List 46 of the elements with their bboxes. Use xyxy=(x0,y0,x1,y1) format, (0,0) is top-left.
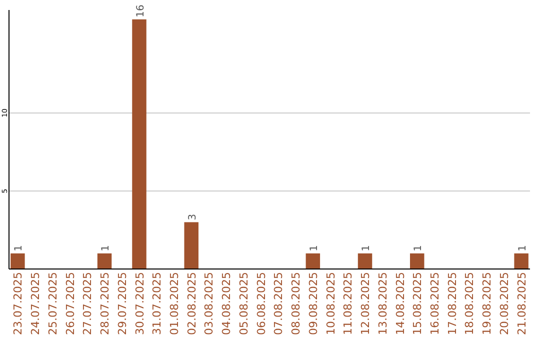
x-tick-label: 27.07.2025 xyxy=(81,272,94,335)
data-label: 1 xyxy=(14,245,25,252)
x-tick-label: 21.08.2025 xyxy=(515,272,528,335)
x-tick-label: 02.08.2025 xyxy=(185,272,198,335)
x-tick-label: 08.08.2025 xyxy=(290,272,303,335)
x-tick-label: 07.08.2025 xyxy=(272,272,286,335)
bar xyxy=(514,253,528,269)
data-label: 1 xyxy=(361,245,372,252)
x-tick-label: 23.07.2025 xyxy=(12,272,25,335)
x-tick-label: 18.08.2025 xyxy=(463,272,476,335)
x-tick-label: 19.08.2025 xyxy=(480,272,494,335)
data-label: 16 xyxy=(135,4,146,18)
x-tick-label: 11.08.2025 xyxy=(342,272,355,335)
data-label: 3 xyxy=(187,214,198,220)
bar xyxy=(132,19,146,269)
x-tick-label: 20.08.2025 xyxy=(498,272,511,335)
data-label: 1 xyxy=(517,245,528,252)
x-tick-label: 06.08.2025 xyxy=(254,272,268,335)
x-tick-label: 05.08.2025 xyxy=(237,272,250,335)
bar xyxy=(10,253,25,269)
x-tick-label: 14.08.2025 xyxy=(394,272,407,335)
x-tick-label: 13.08.2025 xyxy=(376,272,390,335)
x-tick-label: 17.08.2025 xyxy=(446,272,459,335)
bar xyxy=(97,253,112,269)
x-tick-label: 09.08.2025 xyxy=(306,272,320,335)
x-tick-label: 24.07.2025 xyxy=(29,272,42,335)
x-tick-label: 29.07.2025 xyxy=(116,272,129,335)
x-tick-label: 31.07.2025 xyxy=(150,272,164,335)
x-tick-label: 03.08.2025 xyxy=(202,272,216,335)
bar xyxy=(306,253,320,269)
x-tick-label: 12.08.2025 xyxy=(359,272,372,335)
x-tick-label: 01.08.2025 xyxy=(168,272,181,335)
data-label: 1 xyxy=(413,245,424,252)
x-tick-label: 10.08.2025 xyxy=(324,272,338,335)
bar xyxy=(358,253,372,269)
bar xyxy=(184,222,198,269)
x-tick-label: 25.07.2025 xyxy=(46,272,60,335)
x-tick-label: 28.07.2025 xyxy=(98,272,112,335)
x-tick-label: 04.08.2025 xyxy=(220,272,234,335)
x-tick-label: 15.08.2025 xyxy=(411,272,424,335)
data-label: 1 xyxy=(308,245,320,252)
bar xyxy=(410,253,424,269)
x-tick-label: 26.07.2025 xyxy=(64,272,77,335)
x-tick-label: 16.08.2025 xyxy=(428,272,442,335)
x-tick-label: 30.07.2025 xyxy=(133,272,146,335)
data-label: 1 xyxy=(100,245,112,252)
